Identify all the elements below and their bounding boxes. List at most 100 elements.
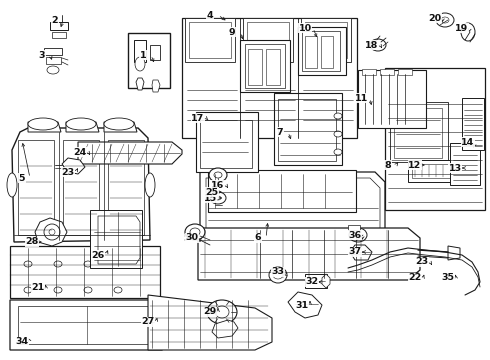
Ellipse shape bbox=[104, 118, 134, 130]
Bar bbox=[200, 120, 252, 168]
Bar bbox=[305, 274, 327, 288]
Polygon shape bbox=[35, 218, 67, 246]
Bar bbox=[208, 170, 356, 212]
Text: 27: 27 bbox=[142, 318, 155, 327]
Bar bbox=[243, 18, 293, 62]
Text: 3: 3 bbox=[39, 50, 45, 59]
Bar bbox=[390, 102, 448, 162]
Text: 18: 18 bbox=[366, 41, 379, 50]
Polygon shape bbox=[98, 216, 140, 264]
Text: 24: 24 bbox=[74, 148, 87, 157]
Bar bbox=[240, 40, 290, 92]
Ellipse shape bbox=[436, 13, 454, 27]
Bar bbox=[108, 140, 144, 235]
Bar bbox=[462, 98, 484, 150]
Bar bbox=[278, 99, 336, 161]
Bar bbox=[298, 27, 346, 75]
Polygon shape bbox=[10, 300, 175, 350]
Text: 37: 37 bbox=[348, 248, 362, 256]
Bar bbox=[394, 108, 442, 158]
Bar bbox=[301, 18, 351, 62]
Bar bbox=[408, 160, 458, 182]
Polygon shape bbox=[206, 178, 380, 256]
Polygon shape bbox=[322, 274, 330, 288]
Ellipse shape bbox=[370, 39, 386, 51]
Ellipse shape bbox=[210, 192, 226, 204]
Text: 28: 28 bbox=[25, 238, 39, 247]
Bar bbox=[358, 70, 426, 128]
Ellipse shape bbox=[84, 287, 92, 293]
Bar bbox=[185, 18, 235, 62]
Ellipse shape bbox=[145, 173, 155, 197]
Bar bbox=[134, 40, 146, 62]
Bar bbox=[248, 49, 262, 85]
Polygon shape bbox=[288, 292, 322, 318]
Text: 21: 21 bbox=[31, 284, 45, 292]
Polygon shape bbox=[62, 158, 85, 174]
Text: 8: 8 bbox=[385, 161, 392, 170]
Text: 7: 7 bbox=[277, 127, 283, 136]
Ellipse shape bbox=[84, 261, 92, 267]
Bar bbox=[321, 36, 333, 68]
Ellipse shape bbox=[44, 224, 60, 240]
Ellipse shape bbox=[461, 23, 475, 41]
Ellipse shape bbox=[66, 118, 96, 130]
Ellipse shape bbox=[349, 228, 367, 242]
Bar bbox=[52, 32, 66, 38]
Ellipse shape bbox=[28, 118, 58, 130]
Ellipse shape bbox=[334, 113, 342, 119]
Text: 10: 10 bbox=[298, 23, 312, 32]
Bar bbox=[245, 44, 285, 88]
Text: 14: 14 bbox=[462, 138, 475, 147]
Bar bbox=[18, 306, 156, 344]
Ellipse shape bbox=[7, 173, 17, 197]
Text: 4: 4 bbox=[207, 10, 213, 19]
Bar bbox=[182, 18, 357, 138]
Text: 29: 29 bbox=[203, 307, 217, 316]
Bar bbox=[305, 22, 347, 58]
Polygon shape bbox=[200, 172, 385, 262]
Polygon shape bbox=[136, 78, 144, 90]
Text: 36: 36 bbox=[348, 230, 362, 239]
Bar bbox=[412, 164, 452, 178]
Ellipse shape bbox=[247, 240, 253, 244]
Bar bbox=[128, 33, 170, 88]
Ellipse shape bbox=[185, 224, 205, 240]
Ellipse shape bbox=[47, 66, 59, 74]
Bar bbox=[380, 69, 394, 75]
Text: 31: 31 bbox=[295, 301, 309, 310]
Text: 6: 6 bbox=[255, 234, 261, 243]
Ellipse shape bbox=[135, 57, 145, 71]
Polygon shape bbox=[350, 245, 372, 260]
Ellipse shape bbox=[334, 149, 342, 155]
Text: 23: 23 bbox=[416, 257, 429, 266]
Bar bbox=[46, 57, 61, 64]
Text: 34: 34 bbox=[16, 338, 28, 346]
Bar bbox=[266, 49, 280, 85]
Ellipse shape bbox=[441, 17, 449, 23]
Bar bbox=[18, 140, 54, 235]
Ellipse shape bbox=[24, 287, 32, 293]
Ellipse shape bbox=[215, 196, 221, 200]
Polygon shape bbox=[12, 128, 150, 242]
Ellipse shape bbox=[207, 300, 237, 324]
Ellipse shape bbox=[114, 287, 122, 293]
Polygon shape bbox=[78, 142, 182, 164]
Text: 23: 23 bbox=[61, 167, 74, 176]
Text: 26: 26 bbox=[91, 251, 105, 260]
Ellipse shape bbox=[54, 261, 62, 267]
Text: 19: 19 bbox=[455, 23, 468, 32]
Bar bbox=[398, 69, 412, 75]
Bar bbox=[44, 48, 62, 55]
Bar bbox=[247, 22, 289, 58]
Text: 2: 2 bbox=[51, 15, 58, 24]
Text: 33: 33 bbox=[271, 267, 285, 276]
Polygon shape bbox=[148, 295, 272, 350]
Ellipse shape bbox=[24, 261, 32, 267]
Bar bbox=[305, 36, 317, 68]
Polygon shape bbox=[66, 122, 99, 132]
Ellipse shape bbox=[214, 172, 222, 178]
Text: 11: 11 bbox=[355, 94, 368, 103]
Bar bbox=[63, 140, 99, 235]
Bar bbox=[302, 31, 340, 71]
